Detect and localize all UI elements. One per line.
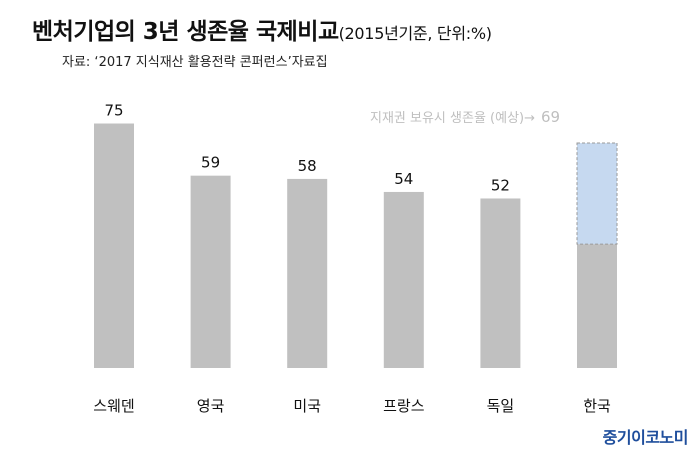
bar-5-category-label: 독일: [487, 397, 515, 415]
bar-3: [287, 178, 328, 368]
projection-annotation-value: 69: [541, 108, 560, 126]
projected-bar: [576, 142, 618, 245]
chart-subtitle: (2015년기준, 단위:%): [338, 24, 492, 43]
bar-3-category-label: 미국: [293, 397, 321, 415]
bar-4-category-label: 프랑스: [383, 397, 425, 415]
bar-5-value-label: 52: [491, 176, 510, 194]
bar-2-value-label: 59: [201, 154, 220, 172]
bar-1-value-label: 75: [104, 102, 123, 120]
bar-2-category-label: 영국: [197, 397, 225, 415]
bar-5: [480, 198, 521, 368]
bar-6-category-label: 한국: [583, 397, 611, 415]
projection-annotation-text: 지재권 보유시 생존율 (예상)→: [370, 111, 535, 126]
bar-1-category-label: 스웨덴: [93, 397, 134, 415]
chart-title-row: 벤처기업의 3년 생존율 국제비교(2015년기준, 단위:%): [32, 12, 492, 46]
bar-4: [383, 191, 424, 368]
source-note: 자료: ‘2017 지식재산 활용전략 콘퍼런스’자료집: [62, 55, 328, 70]
bar-4-value-label: 54: [394, 170, 413, 188]
bar-2: [190, 175, 231, 368]
bar-6: [577, 244, 617, 368]
bar-1: [94, 123, 134, 368]
brand-logo: 중기이코노미: [602, 428, 689, 447]
bar-3-value-label: 58: [298, 157, 317, 175]
chart-title: 벤처기업의 3년 생존율 국제비교: [32, 19, 339, 45]
